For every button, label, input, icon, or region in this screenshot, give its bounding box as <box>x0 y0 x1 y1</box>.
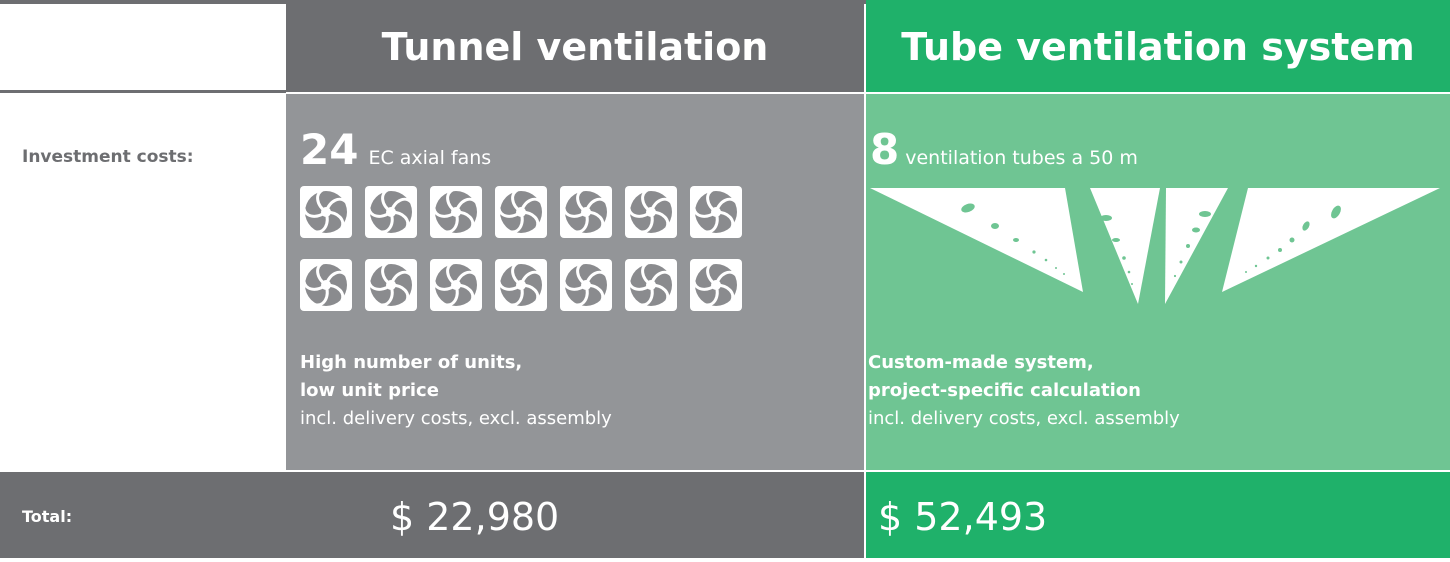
row-divider <box>0 90 286 93</box>
fan-icon <box>495 259 547 311</box>
comparison-table: Tunnel ventilation Tube ventilation syst… <box>0 0 1450 558</box>
unit: ventilation tubes a 50 m <box>905 147 1138 169</box>
fan-hub <box>386 280 396 290</box>
fan-hub <box>646 280 656 290</box>
summary: project-specific calculation <box>868 380 1141 401</box>
summary: High number of units, <box>300 352 522 373</box>
fan-icon <box>625 186 677 238</box>
fan-hub <box>451 280 461 290</box>
fan-icon <box>560 186 612 238</box>
fan-hub <box>646 207 656 217</box>
fan-icon <box>365 259 417 311</box>
fan-icon <box>495 186 547 238</box>
fan-icon <box>430 259 482 311</box>
row-label: Total: <box>22 507 72 526</box>
count: 8 <box>870 125 899 174</box>
fan-hub <box>386 207 396 217</box>
fan-icon <box>430 186 482 238</box>
total-value: $ 22,980 <box>390 495 559 539</box>
total-value: $ 52,493 <box>878 495 1047 539</box>
fan-hub <box>516 280 526 290</box>
fan-hub <box>711 280 721 290</box>
header-title: Tube ventilation system <box>901 25 1415 69</box>
fan-hub <box>321 207 331 217</box>
summary: Custom-made system, <box>868 352 1094 373</box>
summary: low unit price <box>300 380 439 401</box>
fan-hub <box>516 207 526 217</box>
fan-icon <box>365 186 417 238</box>
fan-icon <box>560 259 612 311</box>
unit: EC axial fans <box>368 147 491 169</box>
fan-hub <box>581 207 591 217</box>
row-label: Investment costs: <box>22 147 194 167</box>
fan-icon <box>690 259 742 311</box>
count: 24 <box>300 125 358 174</box>
note: incl. delivery costs, excl. assembly <box>300 408 612 429</box>
fan-icon <box>690 186 742 238</box>
header-title: Tunnel ventilation <box>382 25 769 69</box>
fan-hub <box>321 280 331 290</box>
fan-hub <box>581 280 591 290</box>
fan-hub <box>451 207 461 217</box>
fan-icon <box>300 186 352 238</box>
fan-hub <box>711 207 721 217</box>
fan-icon <box>625 259 677 311</box>
note: incl. delivery costs, excl. assembly <box>868 408 1180 429</box>
fan-icon <box>300 259 352 311</box>
